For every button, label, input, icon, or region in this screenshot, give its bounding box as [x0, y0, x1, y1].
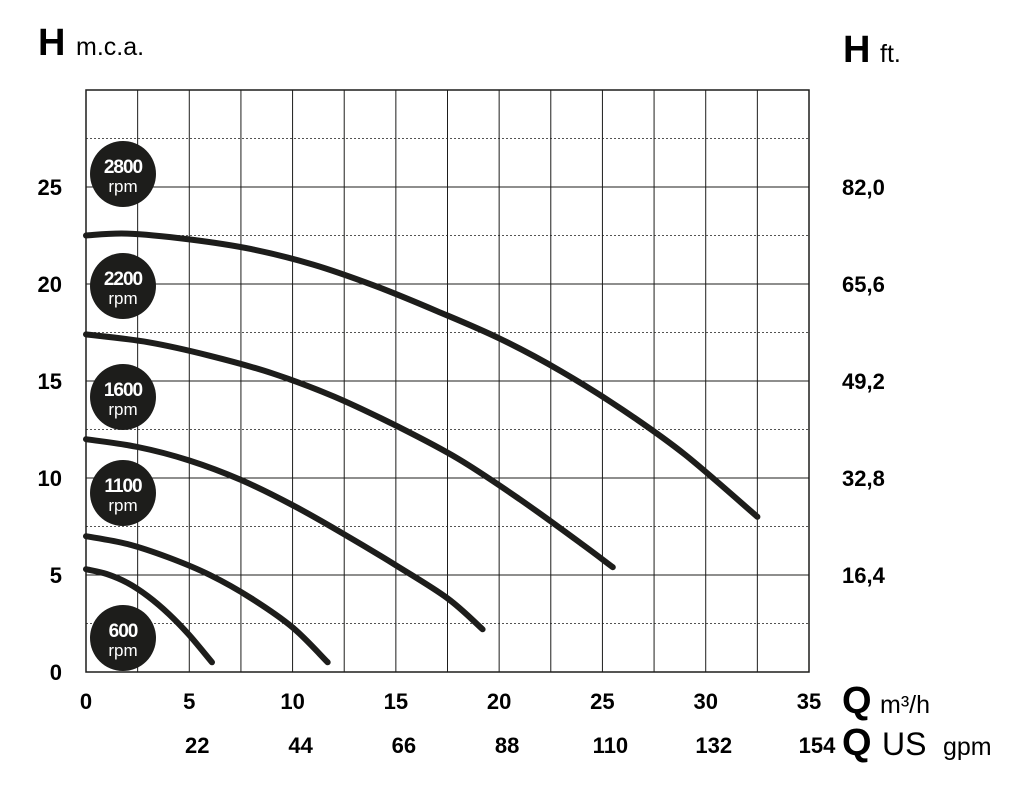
badge-circle [90, 605, 156, 671]
plot-frame [85, 89, 810, 673]
x-bottom-symbol: Q [842, 722, 872, 764]
badge-circle [90, 460, 156, 526]
y-right-tick-label: 32,8 [842, 466, 885, 491]
x-top-unit: m³/h [880, 691, 930, 719]
badge-rpm-value: 2800 [104, 157, 143, 178]
y-left-tick-label: 0 [50, 660, 62, 685]
x-bottom-tick-label: 66 [392, 733, 416, 758]
x-top-symbol: Q [842, 680, 872, 722]
x-top-tick-label: 0 [80, 689, 92, 714]
x-top-tick-label: 35 [797, 689, 821, 714]
y-right-tick-label: 65,6 [842, 272, 885, 297]
y-left-tick-label: 20 [38, 272, 62, 297]
curve-1600-rpm [83, 436, 486, 633]
x-bottom-tick-label: 88 [495, 733, 519, 758]
y-left-tick-label: 15 [38, 369, 62, 394]
badge-rpm-unit: rpm [108, 641, 137, 660]
badge-rpm-unit: rpm [108, 496, 137, 515]
y-left-tick-label: 25 [38, 175, 62, 200]
curves [83, 230, 761, 666]
curve-2200-rpm [83, 331, 616, 571]
y-right-unit: ft. [880, 40, 901, 68]
badge-circle [90, 364, 156, 430]
badge-circle [90, 253, 156, 319]
x-bottom-tick-label: 44 [288, 733, 313, 758]
badge-rpm-unit: rpm [108, 400, 137, 419]
x-top-tick-label: 20 [487, 689, 511, 714]
y-left-tick-label: 5 [50, 563, 62, 588]
y-right-tick-label: 16,4 [842, 563, 886, 588]
x-top-tick-label: 30 [693, 689, 717, 714]
y-left-symbol: H [38, 22, 65, 64]
y-right-tick-label: 49,2 [842, 369, 885, 394]
curve-2800-rpm [83, 230, 761, 520]
x-bottom-tick-label: 132 [695, 733, 732, 758]
y-left-tick-label: 10 [38, 466, 62, 491]
curve-1100-rpm [83, 533, 331, 666]
x-bottom-tick-label: 110 [593, 733, 629, 758]
grid [86, 90, 809, 672]
x-top-tick-label: 5 [183, 689, 195, 714]
badge-rpm-value: 1100 [104, 476, 142, 497]
badge-rpm-unit: rpm [108, 177, 137, 196]
tick-labels: 0 5 10 15 20 25 16,4 32,8 49,2 65,6 82,0 0 5 10 15 20 25… [38, 175, 886, 758]
x-bottom-tick-label: 22 [185, 733, 209, 758]
x-bottom-unit-big: US [882, 726, 926, 762]
badge-circle [90, 141, 156, 207]
badge-rpm-value: 600 [109, 621, 138, 642]
y-right-symbol: H [843, 29, 870, 71]
y-right-tick-label: 82,0 [842, 175, 885, 200]
x-bottom-unit-small: gpm [943, 733, 992, 761]
curve-600-rpm [83, 566, 215, 666]
badge-rpm-unit: rpm [108, 289, 137, 308]
y-left-unit: m.c.a. [76, 33, 144, 61]
x-bottom-tick-label: 154 [799, 733, 836, 758]
badge-rpm-value: 1600 [104, 380, 143, 401]
x-top-tick-label: 25 [590, 689, 614, 714]
badge-rpm-value: 2200 [104, 269, 143, 290]
x-top-tick-label: 10 [280, 689, 304, 714]
x-top-tick-label: 15 [384, 689, 408, 714]
